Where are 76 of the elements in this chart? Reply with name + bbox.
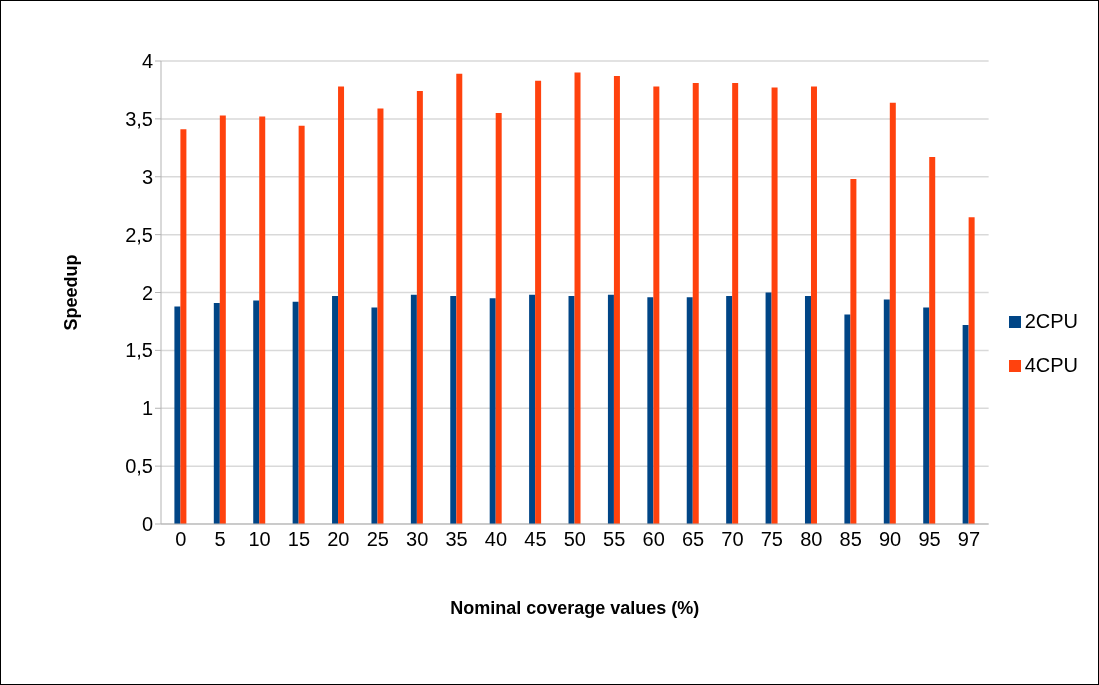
y-tick-label: 3,5	[125, 107, 153, 130]
y-tick-label: 2,5	[125, 223, 153, 246]
bar	[850, 179, 857, 524]
bar	[410, 294, 417, 524]
bar	[889, 102, 896, 524]
bar	[456, 73, 463, 524]
bar	[219, 115, 226, 524]
x-axis-title: Nominal coverage values (%)	[450, 598, 700, 618]
legend-label: 4CPU	[1024, 353, 1078, 376]
y-tick-label: 1	[141, 397, 153, 420]
bar	[732, 82, 739, 524]
bar	[180, 129, 187, 524]
x-tick-label: 85	[839, 528, 862, 551]
x-tick-label: 95	[918, 528, 941, 551]
legend-label: 2CPU	[1024, 309, 1078, 332]
bar	[653, 86, 660, 524]
bar	[726, 295, 733, 524]
bar	[574, 72, 581, 524]
x-tick-label: 30	[406, 528, 429, 551]
x-tick-label: 97	[957, 528, 981, 551]
y-axis-title: Speedup	[61, 254, 82, 331]
bar	[962, 324, 969, 524]
x-tick-label: 90	[878, 528, 902, 551]
x-tick-label: 5	[214, 528, 226, 551]
bar	[450, 295, 457, 524]
y-tick-label: 2	[141, 281, 153, 304]
x-tick-label: 35	[445, 528, 468, 551]
x-tick-label: 45	[524, 528, 547, 551]
x-tick-label: 55	[603, 528, 626, 551]
bar	[647, 297, 654, 524]
bar	[607, 294, 614, 524]
bar	[613, 76, 620, 524]
bar	[535, 80, 542, 524]
y-tick-label: 0,5	[125, 455, 153, 478]
x-tick-label: 75	[760, 528, 783, 551]
x-tick-label: 50	[563, 528, 586, 551]
x-tick-label: 65	[681, 528, 705, 551]
bar	[883, 299, 890, 524]
bar	[765, 292, 772, 524]
bar	[568, 295, 575, 524]
y-tick-label: 0	[141, 513, 153, 536]
x-tick-label: 70	[721, 528, 744, 551]
bar	[292, 301, 299, 524]
bar	[332, 295, 339, 524]
bar	[692, 82, 699, 524]
y-tick-label: 4	[141, 50, 153, 73]
bar	[174, 306, 181, 524]
bar	[686, 297, 693, 524]
bar	[416, 91, 423, 524]
bar	[810, 86, 817, 524]
x-tick-label: 10	[248, 528, 271, 551]
x-tick-label: 0	[175, 528, 187, 551]
y-tick-label: 1,5	[125, 339, 153, 362]
bar	[771, 87, 778, 524]
bar	[259, 116, 266, 524]
bar	[804, 295, 811, 524]
bar	[929, 157, 936, 524]
bar	[253, 300, 260, 524]
bar	[968, 217, 975, 524]
x-tick-label: 20	[327, 528, 350, 551]
bar	[213, 302, 220, 524]
bar	[923, 307, 930, 524]
bar	[338, 86, 345, 524]
x-tick-label: 60	[642, 528, 665, 551]
y-tick-label: 3	[141, 165, 153, 188]
x-tick-label: 25	[366, 528, 389, 551]
bar	[371, 307, 378, 524]
x-tick-label: 40	[484, 528, 508, 551]
bar	[377, 108, 384, 524]
bar	[844, 314, 851, 524]
x-tick-label: 80	[800, 528, 823, 551]
bar	[529, 294, 536, 524]
bar	[489, 298, 496, 524]
bar	[495, 113, 502, 524]
x-tick-label: 15	[287, 528, 311, 551]
bar	[298, 125, 305, 524]
